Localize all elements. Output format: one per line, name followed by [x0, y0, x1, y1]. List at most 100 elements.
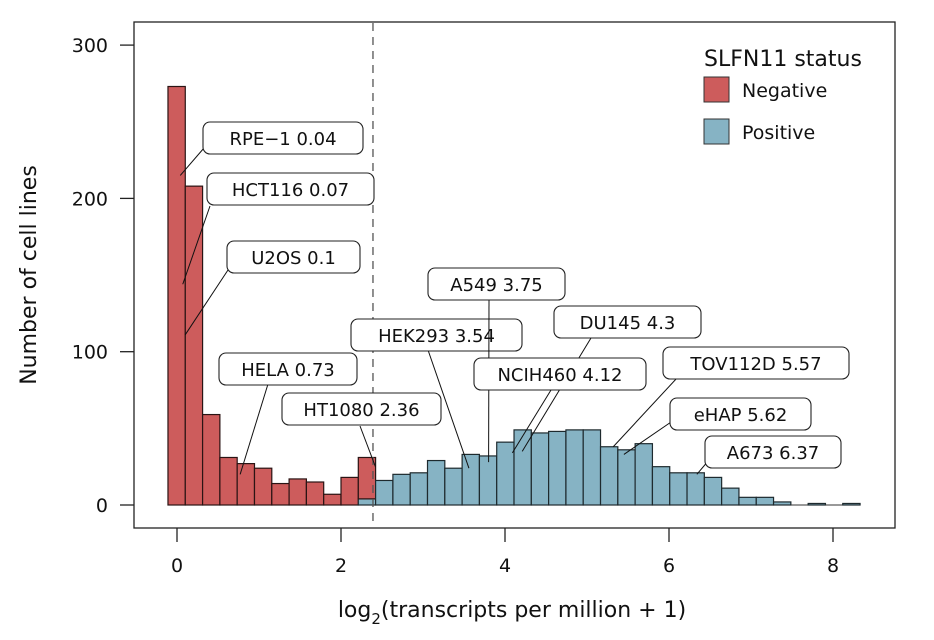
annotation-label: eHAP 5.62: [694, 405, 788, 426]
annotation-box: [218, 352, 358, 386]
annotation-hela: HELA 0.73: [218, 352, 358, 475]
annotation-pointer: [427, 349, 470, 469]
bar-positive: [617, 449, 636, 506]
bar-positive: [807, 502, 827, 506]
annotation-box: [281, 392, 442, 426]
bar-positive: [634, 443, 654, 506]
annotation-label: NCIH460 4.12: [497, 365, 622, 386]
y-tick-label: 100: [72, 342, 108, 364]
bar-positive: [772, 501, 792, 506]
bar-positive: [755, 496, 775, 506]
bar-negative: [219, 456, 238, 506]
annotation-label: U2OS 0.1: [251, 248, 336, 269]
legend-label-positive: Positive: [742, 122, 815, 144]
annotation-box: [202, 121, 364, 155]
annotation-pointer: [623, 419, 675, 455]
annotation-box: [226, 240, 361, 274]
annotation-pointer: [184, 269, 229, 336]
bar-negative: [357, 456, 377, 500]
annotation-ht1080: HT1080 2.36: [281, 392, 442, 467]
y-tick-label: 200: [72, 188, 108, 210]
bar-positive: [478, 455, 498, 506]
bar-negative: [253, 467, 273, 506]
x-tick-label: 8: [827, 555, 839, 577]
bar-negative: [340, 476, 359, 506]
bar-positive: [651, 466, 671, 506]
annotation-pointer: [359, 425, 376, 467]
x-tick-label: 4: [499, 555, 511, 577]
x-tick-label: 6: [663, 555, 675, 577]
annotation-pointer: [521, 337, 592, 452]
x-axis-title-subscript: 2: [371, 610, 381, 628]
bar-positive: [565, 429, 584, 506]
x-axis-title-rest: (transcripts per million + 1): [381, 598, 686, 623]
annotation-label: A673 6.37: [727, 443, 819, 464]
annotation-box: [553, 305, 702, 339]
bar-positive: [686, 472, 705, 506]
legend-swatch-negative: [703, 76, 730, 103]
annotation-hct116: HCT116 0.07: [182, 172, 375, 285]
annotation-rpe1: RPE−1 0.04: [179, 121, 364, 176]
bar-negative: [167, 85, 186, 506]
bar-positive: [409, 472, 429, 506]
annotation-label: HEK293 3.54: [378, 326, 495, 347]
bar-negative: [236, 463, 256, 506]
x-tick-label: 0: [171, 555, 183, 577]
annotation-a549: A549 3.75: [427, 267, 566, 463]
bar-positive: [392, 473, 411, 506]
bar-positive: [375, 479, 394, 506]
x-tick-label: 2: [335, 555, 347, 577]
bar-positive: [444, 467, 463, 506]
annotation-label: HELA 0.73: [241, 360, 334, 381]
annotation-tov112d: TOV112D 5.57: [612, 346, 850, 448]
annotation-label: DU145 4.3: [580, 313, 676, 334]
annotation-u2os: U2OS 0.1: [184, 240, 361, 336]
annotation-box: [662, 346, 850, 380]
bar-positive: [461, 453, 481, 506]
bar-positive: [703, 476, 723, 506]
annotation-box: [206, 172, 375, 206]
y-axis-title: Number of cell lines: [17, 165, 42, 385]
bar-positive: [842, 502, 861, 506]
plot-frame: [133, 21, 896, 529]
annotation-hek293: HEK293 3.54: [350, 318, 523, 469]
bar-negative: [201, 413, 221, 506]
annotation-ehap: eHAP 5.62: [623, 397, 812, 455]
bar-negative: [305, 481, 325, 506]
annotation-label: TOV112D 5.57: [689, 354, 821, 375]
annotation-label: A549 3.75: [450, 275, 542, 296]
bar-positive: [721, 487, 740, 506]
annotation-pointer: [182, 205, 211, 285]
bar-negative: [288, 478, 307, 506]
legend-swatch-positive: [703, 118, 730, 145]
annotation-ncih460: NCIH460 4.12: [473, 357, 647, 454]
annotation-box: [350, 318, 523, 352]
x-axis: 0 2 4 6 8: [171, 528, 839, 577]
bar-positive: [738, 496, 757, 506]
annotation-label: HCT116 0.07: [232, 180, 349, 201]
annotation-box: [473, 357, 647, 391]
bar-negative: [323, 493, 342, 506]
annotation-a673: A673 6.37: [696, 435, 842, 475]
bar-positive: [426, 459, 446, 506]
annotation-pointer: [612, 377, 678, 448]
annotation-label: RPE−1 0.04: [229, 129, 336, 150]
annotation-pointer: [239, 383, 269, 475]
annotations-group: RPE−1 0.04 HCT116 0.07 U2OS 0.1 HELA 0.73 HT…: [179, 121, 850, 475]
annotation-label: HT1080 2.36: [303, 400, 419, 421]
bars-group: [167, 85, 861, 506]
bar-positive: [582, 429, 602, 506]
legend-title: SLFN11 status: [704, 47, 862, 72]
bar-negative: [271, 482, 290, 506]
y-tick-label: 300: [72, 35, 108, 57]
annotation-pointer: [179, 147, 205, 176]
bar-positive: [669, 472, 688, 506]
annotation-box: [427, 267, 566, 301]
bar-positive: [530, 432, 550, 506]
y-axis: 0 100 200 300: [72, 35, 134, 517]
x-axis-title-log: log: [338, 598, 372, 623]
x-axis-title: log2(transcripts per million + 1): [338, 598, 686, 628]
legend-label-negative: Negative: [742, 80, 827, 102]
annotation-box: [704, 435, 842, 469]
